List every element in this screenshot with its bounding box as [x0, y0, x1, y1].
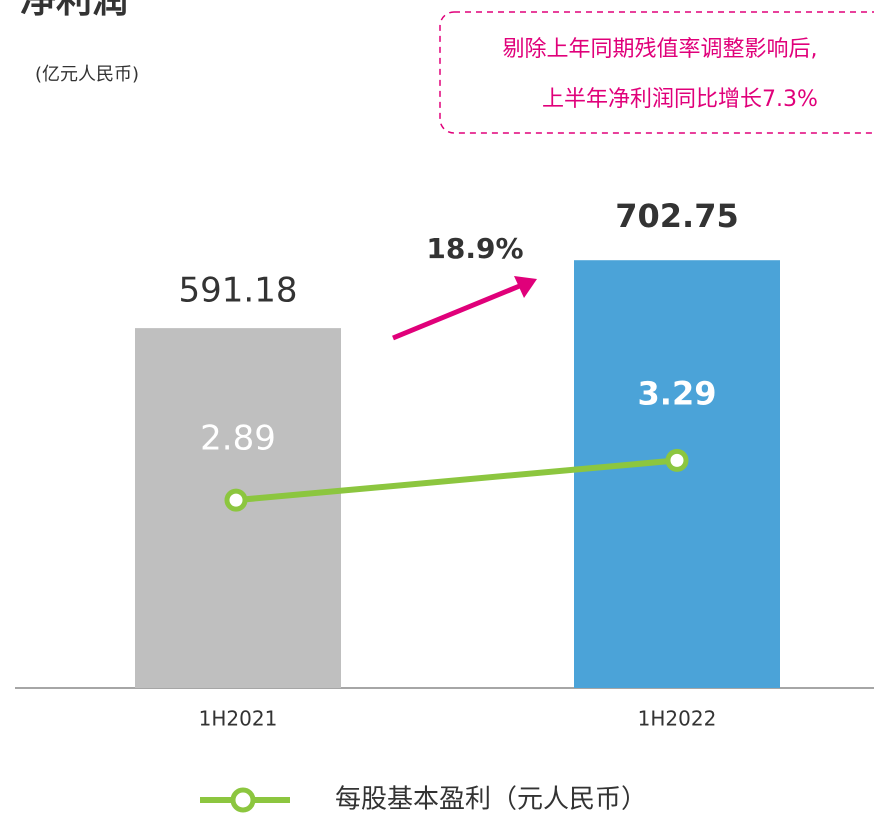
bar-value-label: 591.18 — [179, 271, 298, 311]
subtitle: (亿元人民币) — [35, 64, 139, 85]
bar-value-label: 702.75 — [615, 197, 738, 235]
annotation: 上半年净利润同比增长7.3% — [542, 87, 818, 112]
legend-marker — [230, 787, 256, 813]
line-marker — [665, 448, 689, 472]
line-marker — [224, 488, 248, 512]
line-value-label: 2.89 — [200, 419, 276, 459]
bar — [574, 260, 780, 688]
chart-title: 净利润 — [20, 0, 128, 21]
line — [235, 457, 678, 504]
line-value-label: 3.29 — [638, 374, 717, 412]
x-tick-label: 1H2021 — [199, 707, 278, 731]
growth-label: 18.9% — [426, 232, 523, 265]
growth-arrow — [392, 282, 523, 341]
growth-arrow-head — [514, 276, 537, 298]
legend-label: 每股基本盈利（元人民币） — [335, 785, 647, 815]
x-tick-label: 1H2022 — [638, 707, 717, 731]
annotation: 剔除上年同期残值率调整影响后, — [503, 37, 818, 62]
annotation-box — [439, 11, 874, 134]
